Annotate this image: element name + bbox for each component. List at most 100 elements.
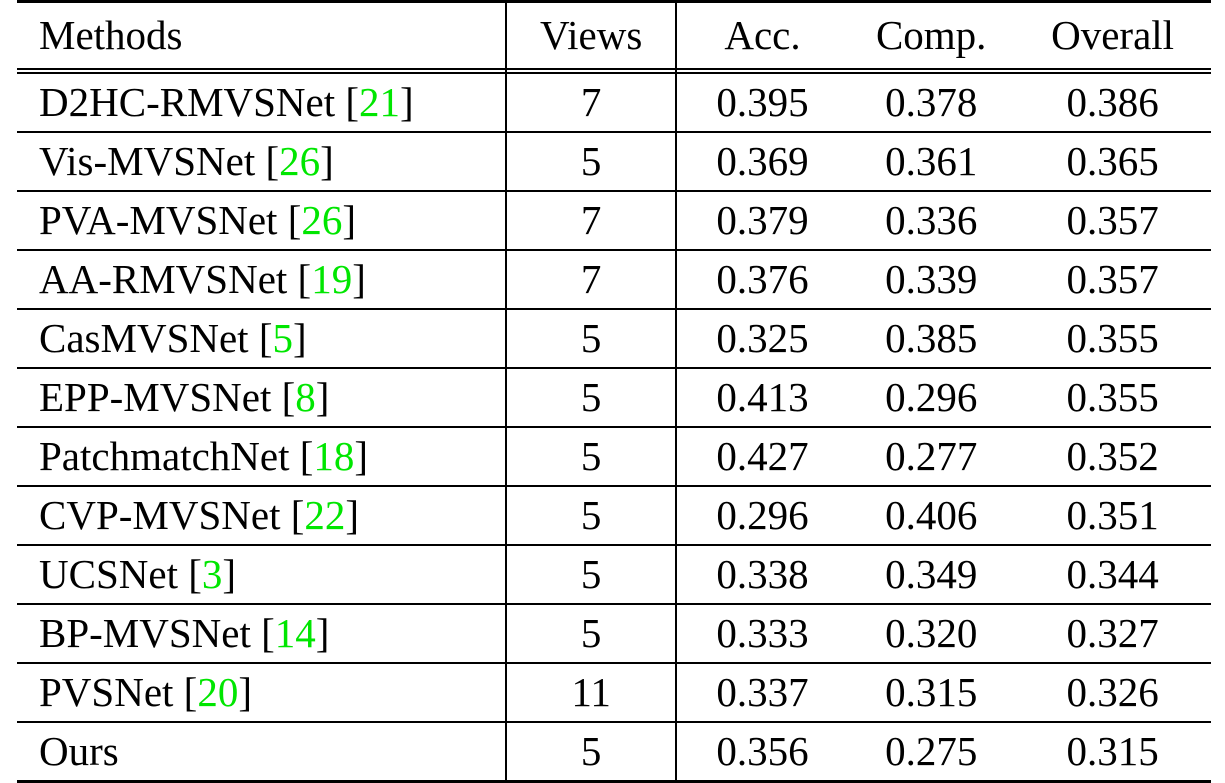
method-name: PatchmatchNet [39,433,290,479]
overall-cell: 0.355 [1014,309,1211,369]
views-cell: 7 [506,191,677,251]
citation-link[interactable]: 21 [359,79,401,125]
table-header-row: Methods Views Acc. Comp. Overall [17,0,1211,69]
method-name: Ours [39,728,119,774]
method-cell: AA-RMVSNet [19] [17,250,508,310]
method-cell: UCSNet [3] [17,545,508,605]
method-name: UCSNet [39,551,178,597]
table-row: Ours 5 0.356 0.275 0.315 [17,722,1211,783]
views-cell: 5 [506,427,677,487]
overall-cell: 0.351 [1014,486,1211,546]
comp-cell: 0.275 [848,722,1015,783]
method-cell: Ours [17,722,508,783]
acc-cell: 0.379 [675,191,849,251]
method-cell: PatchmatchNet [18] [17,427,508,487]
views-cell: 5 [506,545,677,605]
views-cell: 7 [506,73,677,133]
header-views: Views [506,0,677,69]
method-cell: EPP-MVSNet [8] [17,368,508,428]
citation-link[interactable]: 8 [295,374,316,420]
acc-cell: 0.395 [675,73,849,133]
acc-cell: 0.333 [675,604,849,664]
comp-cell: 0.336 [848,191,1015,251]
acc-cell: 0.337 [675,663,849,723]
citation-link[interactable]: 20 [197,669,239,715]
citation-link[interactable]: 26 [279,138,321,184]
header-methods: Methods [17,0,508,69]
acc-cell: 0.376 [675,250,849,310]
method-name: PVSNet [39,669,174,715]
comp-cell: 0.277 [848,427,1015,487]
table-row: PVSNet [20] 11 0.337 0.315 0.326 [17,663,1211,723]
comp-cell: 0.339 [848,250,1015,310]
views-cell: 5 [506,368,677,428]
header-overall: Overall [1014,0,1211,69]
table-row: UCSNet [3] 5 0.338 0.349 0.344 [17,545,1211,605]
table-row: BP-MVSNet [14] 5 0.333 0.320 0.327 [17,604,1211,664]
overall-cell: 0.355 [1014,368,1211,428]
overall-cell: 0.344 [1014,545,1211,605]
comp-cell: 0.320 [848,604,1015,664]
acc-cell: 0.427 [675,427,849,487]
citation-link[interactable]: 18 [313,433,355,479]
method-cell: CVP-MVSNet [22] [17,486,508,546]
comp-cell: 0.406 [848,486,1015,546]
views-cell: 11 [506,663,677,723]
acc-cell: 0.325 [675,309,849,369]
header-double-rule [17,68,1211,74]
method-cell: PVA-MVSNet [26] [17,191,508,251]
method-name: Vis-MVSNet [39,138,256,184]
acc-cell: 0.369 [675,132,849,192]
citation-link[interactable]: 14 [274,610,316,656]
comp-cell: 0.361 [848,132,1015,192]
acc-cell: 0.356 [675,722,849,783]
citation-link[interactable]: 3 [201,551,223,597]
method-name: CasMVSNet [39,315,249,361]
citation-link[interactable]: 5 [272,315,293,361]
table-body: D2HC-RMVSNet [21] 7 0.395 0.378 0.386 Vis-MVS… [17,73,1211,783]
overall-cell: 0.327 [1014,604,1211,664]
method-name: CVP-MVSNet [39,492,281,538]
table-row: CVP-MVSNet [22] 5 0.296 0.406 0.351 [17,486,1211,546]
method-name: D2HC-RMVSNet [39,79,336,125]
views-cell: 5 [506,722,677,783]
overall-cell: 0.365 [1014,132,1211,192]
views-cell: 5 [506,132,677,192]
overall-cell: 0.357 [1014,191,1211,251]
method-cell: CasMVSNet [5] [17,309,508,369]
views-cell: 5 [506,486,677,546]
table-row: D2HC-RMVSNet [21] 7 0.395 0.378 0.386 [17,73,1211,133]
views-cell: 7 [506,250,677,310]
views-cell: 5 [506,604,677,664]
comp-cell: 0.349 [848,545,1015,605]
method-name: AA-RMVSNet [39,256,288,302]
comp-cell: 0.315 [848,663,1015,723]
table-row: PatchmatchNet [18] 5 0.427 0.277 0.352 [17,427,1211,487]
method-cell: BP-MVSNet [14] [17,604,508,664]
table-row: CasMVSNet [5] 5 0.325 0.385 0.355 [17,309,1211,369]
method-cell: Vis-MVSNet [26] [17,132,508,192]
overall-cell: 0.386 [1014,73,1211,133]
method-name: BP-MVSNet [39,610,251,656]
acc-cell: 0.338 [675,545,849,605]
table-row: Vis-MVSNet [26] 5 0.369 0.361 0.365 [17,132,1211,192]
method-name: PVA-MVSNet [39,197,278,243]
overall-cell: 0.315 [1014,722,1211,783]
overall-cell: 0.326 [1014,663,1211,723]
citation-link[interactable]: 26 [301,197,343,243]
table-row: PVA-MVSNet [26] 7 0.379 0.336 0.357 [17,191,1211,251]
comp-cell: 0.378 [848,73,1015,133]
method-cell: PVSNet [20] [17,663,508,723]
table-row: EPP-MVSNet [8] 5 0.413 0.296 0.355 [17,368,1211,428]
comp-cell: 0.296 [848,368,1015,428]
acc-cell: 0.413 [675,368,849,428]
citation-link[interactable]: 19 [311,256,353,302]
citation-link[interactable]: 22 [304,492,346,538]
header-comp: Comp. [848,0,1015,69]
results-table: Methods Views Acc. Comp. Overall D2HC-RM… [17,0,1211,783]
table-row: AA-RMVSNet [19] 7 0.376 0.339 0.357 [17,250,1211,310]
overall-cell: 0.352 [1014,427,1211,487]
comp-cell: 0.385 [848,309,1015,369]
method-name: EPP-MVSNet [39,374,272,420]
method-cell: D2HC-RMVSNet [21] [17,73,508,133]
